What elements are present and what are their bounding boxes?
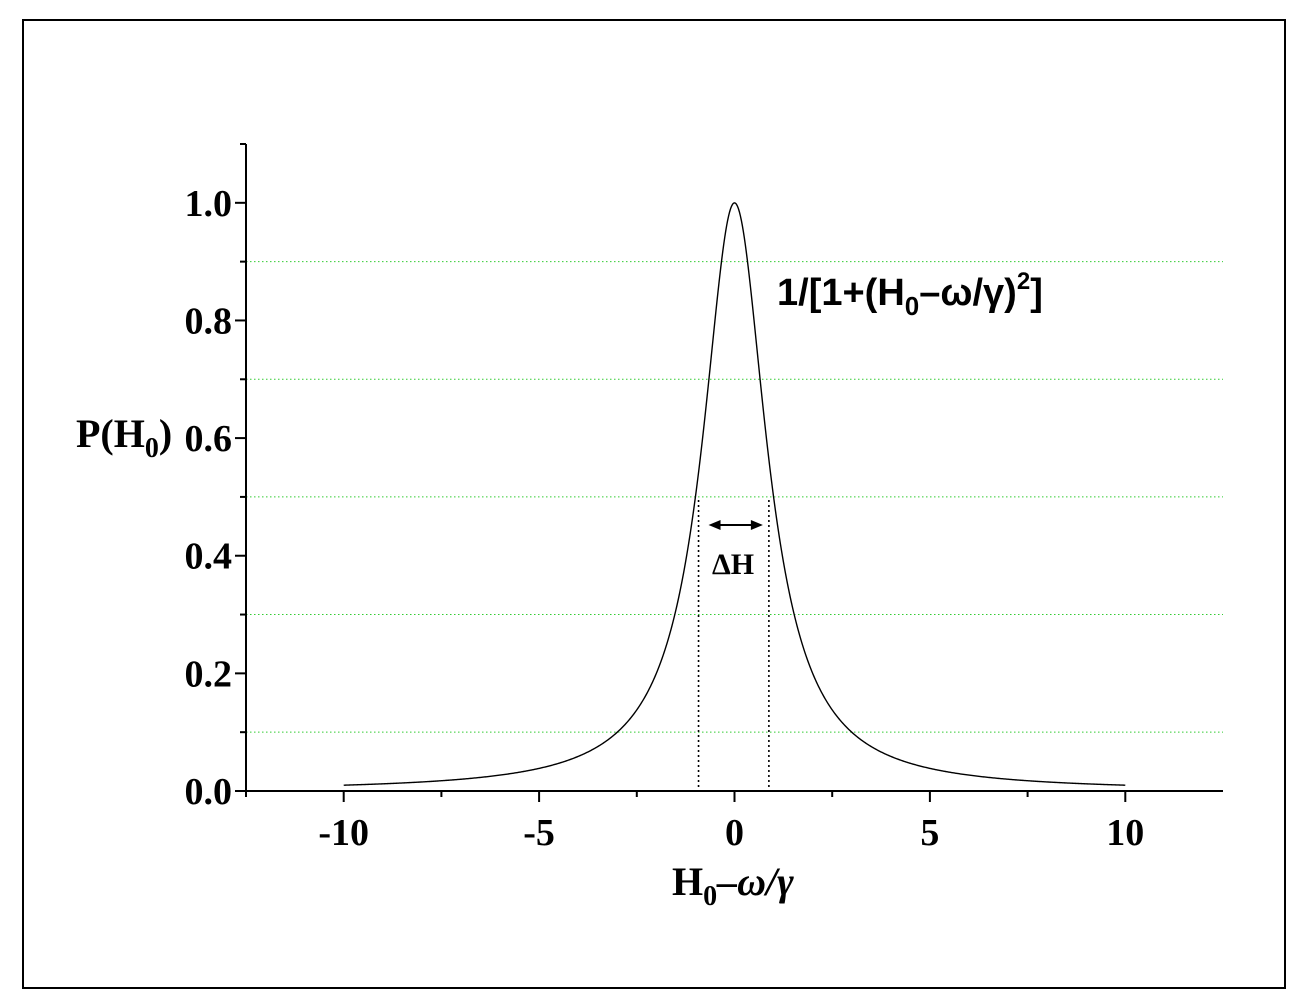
y-tick-label-1: 0.2 <box>185 653 233 695</box>
width-markers <box>697 500 770 789</box>
width-arrow-head-left <box>708 520 721 530</box>
formula-annotation: 1/[1+(H0–ω/γ)2] <box>777 268 1043 321</box>
y-tick-label-4: 0.8 <box>185 300 233 342</box>
y-tick-label-5: 1.0 <box>185 183 233 225</box>
x-tick-label-4: 10 <box>1106 812 1144 854</box>
grid-lines <box>246 261 1223 733</box>
series <box>343 202 1126 786</box>
delta-h-label: ΔH <box>712 548 754 581</box>
y-axis-label: P(H0) <box>76 411 172 464</box>
ticks: -10 -5 0 5 10 0.0 0.2 0.4 0.6 0.8 1.0 <box>185 143 1144 854</box>
width-arrow-head-right <box>750 520 763 530</box>
x-tick-label-0: -10 <box>318 812 369 854</box>
y-tick-label-3: 0.6 <box>185 418 233 460</box>
x-tick-label-2: 0 <box>725 812 744 854</box>
x-tick-label-3: 5 <box>920 812 939 854</box>
axes <box>245 144 1223 792</box>
y-tick-label-0: 0.0 <box>185 771 233 813</box>
figure-frame <box>22 19 1286 989</box>
x-axis-label: H0–ω/γ <box>672 859 794 912</box>
y-tick-label-2: 0.4 <box>185 536 233 578</box>
x-tick-label-1: -5 <box>523 812 555 854</box>
series-line-0 <box>343 202 1126 786</box>
